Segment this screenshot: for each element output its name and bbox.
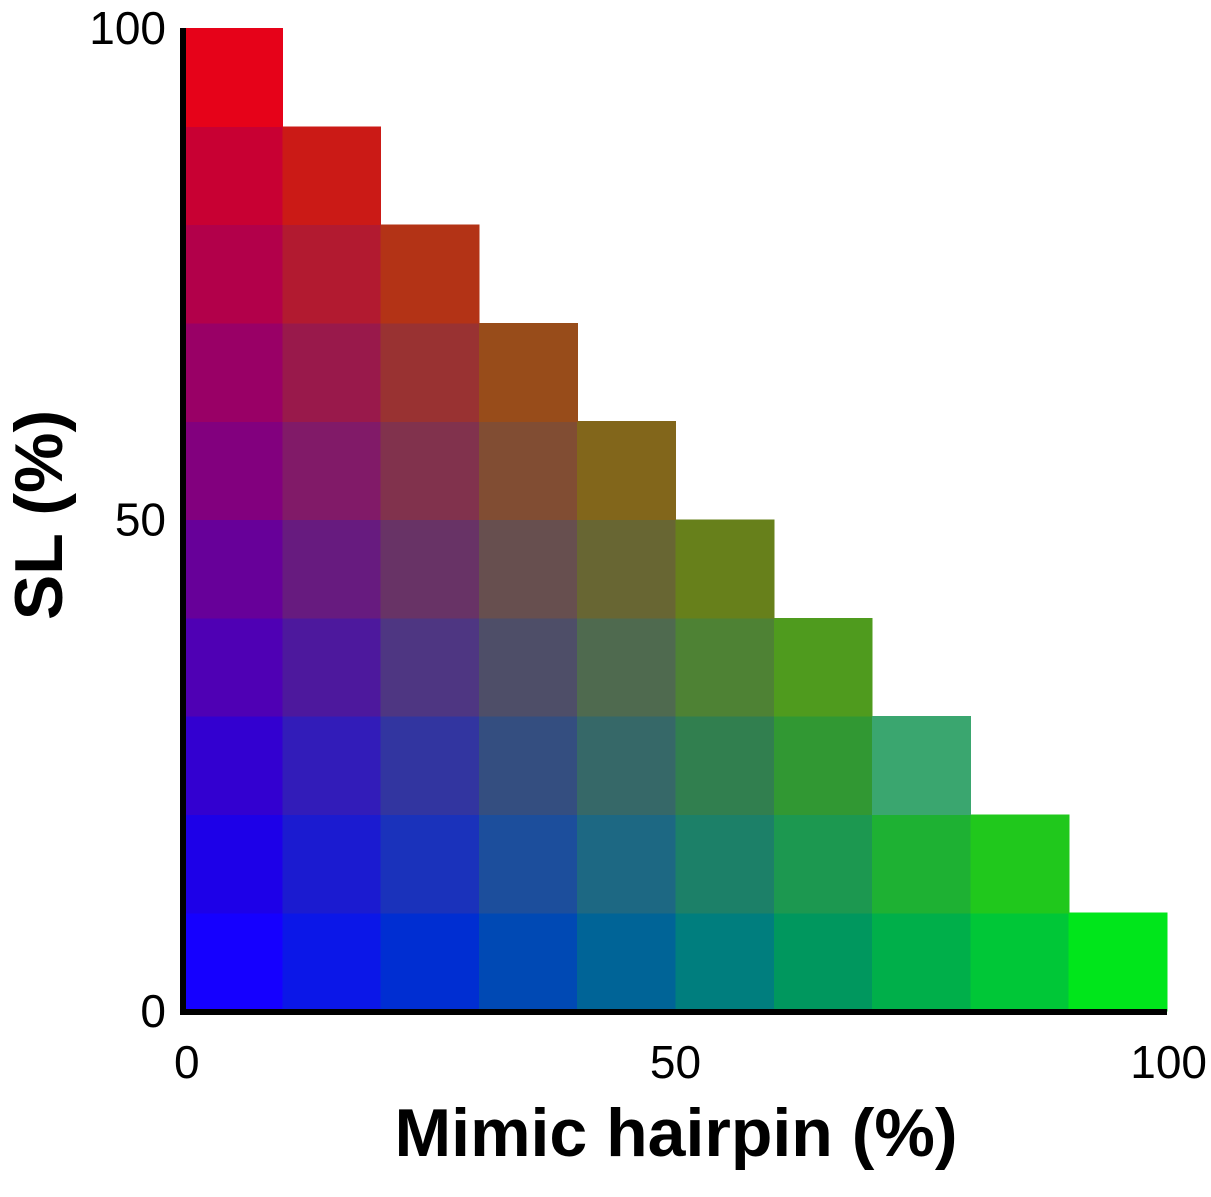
heatmap-cell (872, 814, 971, 914)
heatmap-cell (1068, 912, 1168, 1012)
heatmap-cell (184, 28, 283, 127)
heatmap-cell (773, 912, 873, 1012)
heatmap-cell (380, 617, 480, 717)
heatmap-cell (380, 519, 480, 619)
heatmap-cell (675, 814, 775, 914)
heatmap-cell (675, 519, 775, 619)
heatmap-cell (282, 322, 382, 422)
heatmap-cell (773, 617, 873, 717)
heatmap-cell (577, 814, 677, 914)
heatmap-cell (380, 814, 480, 914)
y-axis-title: SL (%) (1, 410, 77, 620)
heatmap-cell (282, 814, 382, 914)
heatmap-cell (872, 716, 971, 815)
heatmap-cell (675, 617, 775, 717)
heatmap-cell (478, 617, 578, 717)
x-tick-labels: 0 50 100 (174, 1036, 1207, 1088)
heatmap-cell (184, 716, 283, 815)
x-tick-label: 0 (174, 1036, 200, 1088)
heatmap-cells (184, 28, 1168, 1012)
heatmap-cell (577, 421, 677, 521)
y-tick-labels: 0 50 100 (89, 2, 166, 1037)
heatmap-cell (675, 912, 775, 1012)
y-tick-label: 0 (140, 985, 166, 1037)
heatmap-cell (184, 322, 283, 422)
heatmap-cell (282, 224, 382, 324)
heatmap-cell (773, 814, 873, 914)
y-tick-label: 100 (89, 2, 166, 54)
heatmap-cell (184, 519, 283, 619)
heatmap-cell (478, 912, 578, 1012)
heatmap-cell (380, 224, 480, 324)
heatmap-cell (184, 912, 283, 1012)
heatmap-cell (282, 126, 382, 226)
heatmap-cell (577, 617, 677, 717)
heatmap-cell (478, 814, 578, 914)
heatmap-cell (478, 519, 578, 619)
heatmap-cell (773, 716, 873, 815)
heatmap-cell (184, 617, 283, 717)
heatmap-cell (478, 421, 578, 521)
heatmap-cell (282, 421, 382, 521)
heatmap-cell (577, 716, 677, 815)
heatmap-cell (184, 126, 283, 226)
heatmap-cell (577, 519, 677, 619)
x-tick-label: 100 (1130, 1036, 1207, 1088)
heatmap-cell (282, 519, 382, 619)
heatmap-cell (380, 912, 480, 1012)
heatmap-cell (970, 814, 1070, 914)
x-axis-title: Mimic hairpin (%) (395, 1095, 958, 1171)
heatmap-cell (872, 912, 971, 1012)
heatmap-cell (675, 716, 775, 815)
heatmap-cell (282, 912, 382, 1012)
heatmap-cell (380, 716, 480, 815)
heatmap-cell (282, 716, 382, 815)
x-tick-label: 50 (650, 1036, 701, 1088)
heatmap-cell (184, 814, 283, 914)
heatmap-cell (970, 912, 1070, 1012)
heatmap-cell (478, 322, 578, 422)
heatmap-cell (184, 421, 283, 521)
heatmap-cell (478, 716, 578, 815)
heatmap-cell (184, 224, 283, 324)
heatmap-cell (577, 912, 677, 1012)
heatmap-cell (380, 322, 480, 422)
heatmap-cell (282, 617, 382, 717)
y-tick-label: 50 (115, 494, 166, 546)
heatmap-cell (380, 421, 480, 521)
